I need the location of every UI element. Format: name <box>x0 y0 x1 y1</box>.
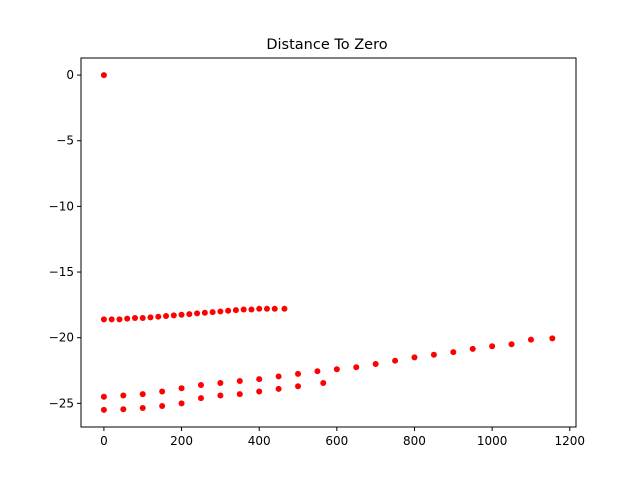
data-point <box>120 392 127 399</box>
data-point <box>163 313 170 320</box>
data-point <box>271 305 278 312</box>
data-point <box>155 313 162 320</box>
data-point <box>217 392 224 399</box>
data-point <box>256 388 263 395</box>
data-point <box>194 310 201 317</box>
data-point <box>197 395 204 402</box>
data-point <box>527 336 534 343</box>
data-point <box>225 307 232 314</box>
data-point <box>159 388 166 395</box>
data-point <box>116 316 123 323</box>
x-tick-label: 1000 <box>477 434 508 448</box>
data-point <box>236 378 243 385</box>
x-tick-label: 800 <box>403 434 426 448</box>
x-tick-label: 400 <box>248 434 271 448</box>
data-point <box>248 306 255 313</box>
data-point <box>275 373 282 380</box>
x-tick-label: 600 <box>325 434 348 448</box>
data-point <box>100 406 107 413</box>
data-point <box>489 343 496 350</box>
data-point <box>275 385 282 392</box>
data-point <box>139 391 146 398</box>
data-point <box>100 316 107 323</box>
data-point <box>197 381 204 388</box>
data-point <box>201 309 208 316</box>
data-point <box>256 376 263 383</box>
data-point <box>240 306 247 313</box>
data-point <box>124 315 131 322</box>
data-point <box>295 370 302 377</box>
x-tick-label: 1200 <box>555 434 586 448</box>
data-point <box>314 368 321 375</box>
data-point <box>333 366 340 373</box>
x-tick-label: 200 <box>170 434 193 448</box>
data-point <box>100 72 107 79</box>
y-tick-label: −10 <box>49 199 74 213</box>
data-point <box>217 308 224 315</box>
data-point <box>281 305 288 312</box>
data-point <box>170 312 177 319</box>
data-point <box>549 335 556 342</box>
data-point <box>236 391 243 398</box>
y-tick-label: −25 <box>49 396 74 410</box>
y-tick-label: −15 <box>49 265 74 279</box>
x-axis-ticks: 0 200 400 600 800 1000 1200 <box>100 427 585 448</box>
data-point <box>508 341 515 348</box>
data-point <box>263 305 270 312</box>
data-point <box>139 315 146 322</box>
data-point <box>469 345 476 352</box>
data-point <box>411 354 418 361</box>
data-point <box>353 364 360 371</box>
data-point <box>147 314 154 321</box>
data-point <box>159 402 166 409</box>
y-tick-label: −20 <box>49 331 74 345</box>
data-point <box>232 307 239 314</box>
plot-frame <box>80 57 577 428</box>
data-point <box>256 305 263 312</box>
data-point <box>295 383 302 390</box>
y-axis-ticks: 0 −5 −10 −15 −20 −25 <box>49 68 81 410</box>
data-point <box>372 360 379 367</box>
x-tick-label: 0 <box>100 434 108 448</box>
points-layer <box>100 72 556 413</box>
data-point <box>430 351 437 358</box>
data-point <box>392 357 399 364</box>
chart-title: Distance To Zero <box>266 37 387 53</box>
data-point <box>120 406 127 413</box>
data-point <box>178 400 185 407</box>
data-point <box>139 404 146 411</box>
data-point <box>209 309 216 316</box>
y-tick-label: −5 <box>56 134 74 148</box>
y-tick-label: 0 <box>66 68 74 82</box>
data-point <box>178 385 185 392</box>
data-point <box>131 315 138 322</box>
data-point <box>320 380 327 387</box>
data-point <box>100 393 107 400</box>
data-point <box>217 380 224 387</box>
data-point <box>186 311 193 318</box>
data-point <box>108 316 115 323</box>
data-point <box>178 311 185 318</box>
data-point <box>450 349 457 356</box>
